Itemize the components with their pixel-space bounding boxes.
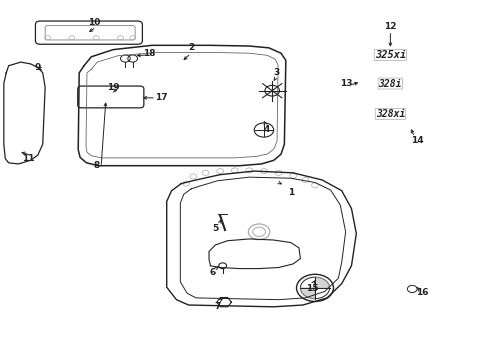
- Text: 328i: 328i: [378, 78, 401, 89]
- Text: 328xi: 328xi: [375, 109, 404, 119]
- Text: 8: 8: [93, 161, 99, 170]
- Text: 12: 12: [384, 22, 396, 31]
- Text: 14: 14: [410, 136, 423, 145]
- Text: 9: 9: [35, 63, 41, 72]
- Text: 2: 2: [187, 43, 194, 52]
- Text: 6: 6: [209, 268, 216, 277]
- Text: 15: 15: [305, 284, 318, 293]
- Text: 19: 19: [107, 83, 119, 92]
- Text: 13: 13: [340, 79, 352, 88]
- Text: 7: 7: [214, 302, 221, 311]
- Wedge shape: [300, 288, 314, 298]
- Text: 325xi: 325xi: [374, 50, 405, 60]
- Text: 17: 17: [155, 93, 168, 102]
- Text: 5: 5: [212, 224, 218, 233]
- Wedge shape: [314, 277, 329, 288]
- Text: 1: 1: [287, 188, 293, 197]
- Text: 10: 10: [87, 18, 100, 27]
- Text: 4: 4: [263, 126, 269, 135]
- Text: 3: 3: [272, 68, 279, 77]
- Text: 11: 11: [22, 154, 34, 163]
- Text: 18: 18: [143, 49, 156, 58]
- Text: 16: 16: [415, 288, 427, 297]
